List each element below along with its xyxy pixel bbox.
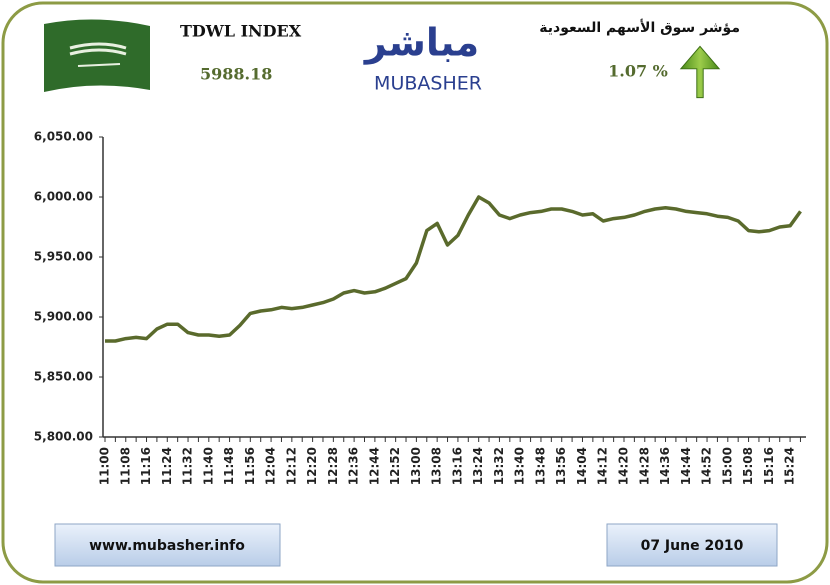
x-tick-label: 11:00 [98, 447, 112, 485]
x-tick-label: 13:40 [513, 447, 527, 485]
x-tick-label: 13:32 [492, 447, 506, 485]
x-tick-label: 15:00 [720, 447, 734, 485]
x-tick-label: 14:52 [700, 447, 714, 485]
x-tick-label: 13:48 [533, 447, 547, 485]
date: 07 June 2010 [641, 538, 744, 554]
x-tick-label: 12:52 [388, 447, 402, 485]
up-arrow [679, 45, 721, 99]
x-tick-label: 11:40 [201, 447, 215, 485]
index-value: 5988.18 [200, 65, 272, 84]
x-tick-label: 12:04 [264, 447, 278, 485]
x-tick-label: 11:48 [222, 447, 236, 485]
date-box [606, 523, 778, 567]
x-tick-label: 14:20 [617, 447, 631, 485]
x-tick-label: 14:12 [596, 447, 610, 485]
x-tick-label: 13:16 [450, 447, 464, 485]
x-tick-label: 15:16 [762, 447, 776, 485]
x-tick-label: 13:08 [430, 447, 444, 485]
y-tick-label: 5,900.00 [34, 310, 93, 324]
y-tick-label: 5,800.00 [34, 430, 93, 444]
x-tick-label: 14:44 [679, 447, 693, 485]
website: www.mubasher.info [89, 538, 245, 554]
y-tick-label: 6,000.00 [34, 190, 93, 204]
logo-arabic: مباشر [363, 21, 479, 65]
x-tick-label: 13:00 [409, 447, 423, 485]
y-tick-label: 5,950.00 [34, 250, 93, 264]
x-tick-label: 14:36 [658, 447, 672, 485]
x-tick-label: 13:24 [471, 447, 485, 485]
x-tick-label: 12:12 [284, 447, 298, 485]
logo-latin: MUBASHER [374, 73, 482, 95]
x-tick-label: 12:36 [347, 447, 361, 485]
website-box [54, 523, 281, 567]
x-tick-label: 11:32 [181, 447, 195, 485]
y-tick-label: 5,850.00 [34, 370, 93, 384]
x-tick-label: 12:20 [305, 447, 319, 485]
flag [44, 19, 150, 93]
x-tick-label: 14:28 [637, 447, 651, 485]
price-line [105, 195, 802, 343]
x-tick-label: 15:08 [741, 447, 755, 485]
x-tick-label: 15:24 [783, 447, 797, 485]
y-tick-label: 6,050.00 [34, 130, 93, 144]
x-tick-label: 11:16 [139, 447, 153, 485]
change: 1.07 % [608, 62, 668, 81]
x-tick-label: 12:28 [326, 447, 340, 485]
x-tick-label: 11:56 [243, 447, 257, 485]
index-name: TDWL INDEX [180, 22, 302, 41]
x-tick-label: 14:04 [575, 447, 589, 485]
x-tick-label: 11:24 [160, 447, 174, 485]
x-tick-label: 11:08 [118, 447, 132, 485]
market-name: مؤشر سوق الأسهم السعودية [539, 19, 740, 36]
x-tick-label: 12:44 [367, 447, 381, 485]
x-tick-label: 13:56 [554, 447, 568, 485]
